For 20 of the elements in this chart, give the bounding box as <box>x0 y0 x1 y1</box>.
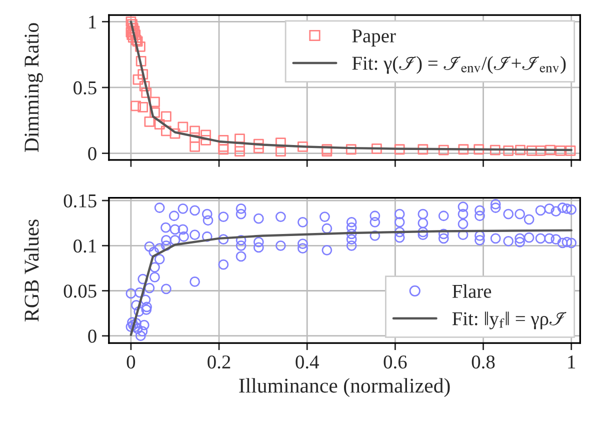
y-axis-title: RGB Values <box>24 220 39 322</box>
legend-label: Fit: γ(ℐ) = ℐ$_{env}$/(ℐ+ℐ$_{env}$) <box>352 56 566 74</box>
legend-label: Paper <box>352 30 396 46</box>
x-tick-label: 0.6 <box>384 355 407 369</box>
y-tick-label: 0.15 <box>64 194 96 208</box>
y-tick-label: 0.5 <box>74 81 96 95</box>
y-tick-label: 0.05 <box>64 284 96 298</box>
x-axis-title: Illuminance (normalized) <box>239 378 450 397</box>
legend-label: Fit: ‖y$_{f}$‖ = γρℐ <box>452 312 566 330</box>
x-tick-label: 0 <box>126 355 136 369</box>
x-tick-label: 0.8 <box>472 355 495 369</box>
y-tick-label: 0.1 <box>74 239 96 253</box>
x-tick-label: 1 <box>568 356 576 368</box>
y-tick-label: 0 <box>88 147 96 160</box>
y-tick-label: 1 <box>89 16 96 28</box>
x-tick-label: 0.4 <box>296 355 319 369</box>
x-tick-label: 0.2 <box>208 355 230 369</box>
y-axis-title: Dimming Ratio <box>24 23 43 152</box>
y-tick-label: 0 <box>88 330 96 343</box>
legend-label: Flare <box>452 284 492 298</box>
